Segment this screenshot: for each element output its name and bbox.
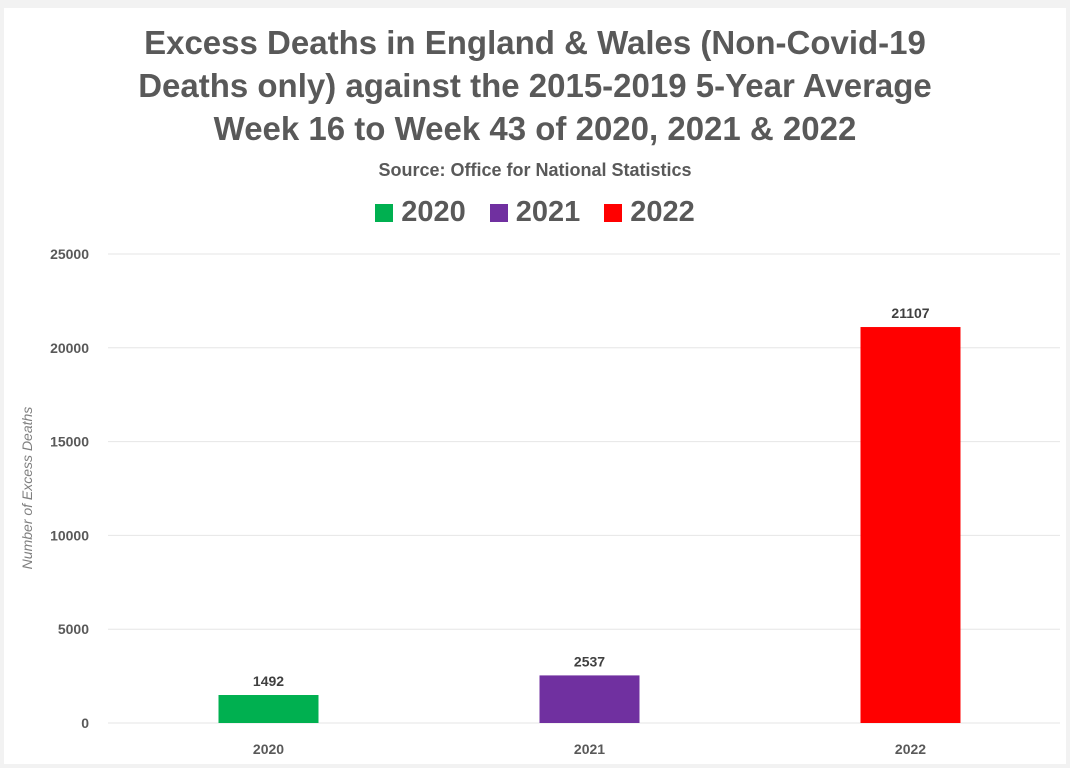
legend-swatch xyxy=(489,203,508,222)
legend-label: 2020 xyxy=(401,196,466,228)
legend-item-2020: 2020 xyxy=(375,196,466,229)
y-tick-label: 20000 xyxy=(50,340,89,356)
y-tick-label: 0 xyxy=(81,715,89,731)
bar-2020 xyxy=(218,695,319,723)
legend-item-2022: 2022 xyxy=(604,196,695,229)
legend: 2020 2021 2022 xyxy=(0,196,1070,229)
x-tick-label: 2020 xyxy=(253,741,284,757)
bar-2021 xyxy=(539,675,640,723)
chart-title-line-1: Excess Deaths in England & Wales (Non-Co… xyxy=(144,24,926,61)
y-axis-label: Number of Excess Deaths xyxy=(19,407,35,570)
data-label: 2537 xyxy=(574,653,605,669)
chart-title-line-2: Deaths only) against the 2015-2019 5-Yea… xyxy=(138,67,932,104)
chart-title-line-3: Week 16 to Week 43 of 2020, 2021 & 2022 xyxy=(213,110,857,147)
bar-2022 xyxy=(860,327,961,723)
x-tick-label: 2022 xyxy=(895,741,926,757)
data-label: 1492 xyxy=(253,673,284,689)
y-tick-label: 10000 xyxy=(50,527,89,543)
data-label: 21107 xyxy=(891,305,929,321)
legend-swatch xyxy=(375,203,394,222)
legend-label: 2021 xyxy=(515,196,581,228)
y-tick-label: 25000 xyxy=(50,246,89,262)
x-tick-label: 2021 xyxy=(574,741,605,757)
y-tick-label: 15000 xyxy=(50,434,89,450)
legend-label: 2022 xyxy=(630,196,695,228)
chart-subtitle: Source: Office for National Statistics xyxy=(378,160,692,180)
legend-swatch xyxy=(604,203,623,222)
y-tick-label: 5000 xyxy=(58,621,89,637)
legend-item-2021: 2021 xyxy=(489,196,581,229)
